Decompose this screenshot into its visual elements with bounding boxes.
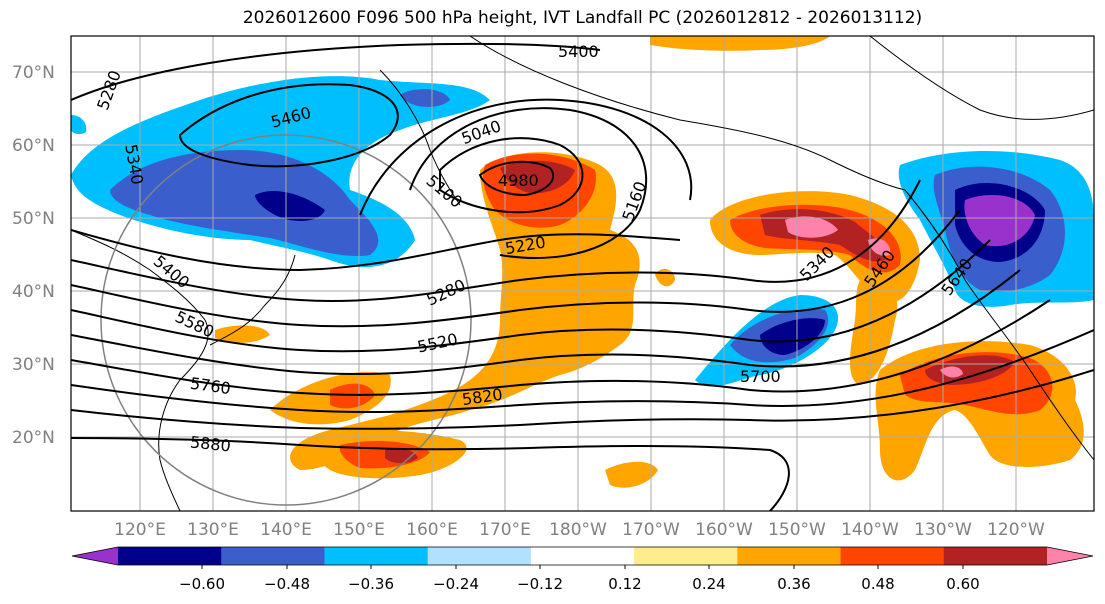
lon-label: 120°E <box>114 520 166 540</box>
height-contours <box>71 42 1094 511</box>
longitude-labels: 120°E 130°E 140°E 150°E 160°E 170°E 180°… <box>114 520 1045 540</box>
ivt-positive-japan-patch <box>215 325 270 343</box>
colorbar-outline <box>71 546 1094 566</box>
lon-label: 120°W <box>987 520 1045 540</box>
colorbar-extension-low <box>72 547 118 565</box>
colorbar-segment <box>943 547 1048 565</box>
contour-label: 5880 <box>189 432 231 455</box>
latitude-labels: 70°N 60°N 50°N 40°N 30°N 20°N <box>12 63 55 448</box>
ivt-negative-edge-west <box>71 115 87 135</box>
lon-label: 180°W <box>549 520 607 540</box>
colorbar-tick-label: 0.12 <box>608 575 641 593</box>
asia-coastline <box>71 229 209 511</box>
colorbar-segment <box>324 547 429 565</box>
colorbar-segment <box>737 547 842 565</box>
lon-label: 150°E <box>333 520 385 540</box>
lon-label: 130°E <box>187 520 239 540</box>
lat-label: 60°N <box>12 136 55 156</box>
ivt-negative-patch-north <box>400 88 450 107</box>
arctic-coastline <box>869 36 1094 120</box>
ivt-negative-core-central <box>760 318 825 355</box>
japan-coastline <box>209 254 296 346</box>
colorbar-tick-label: −0.24 <box>433 575 479 593</box>
lon-label: 130°W <box>914 520 972 540</box>
map-frame <box>70 35 1095 512</box>
ivt-positive-small-patch <box>605 461 658 488</box>
colorbar-segment <box>634 547 738 565</box>
ivt-positive-southwest-peak <box>385 448 418 464</box>
lat-label: 30°N <box>12 355 55 375</box>
lon-label: 140°E <box>260 520 312 540</box>
ivt-negative-core-west <box>255 190 325 222</box>
colorbar-segment <box>840 547 945 565</box>
lon-label: 150°W <box>768 520 826 540</box>
colorbar-segment <box>118 547 222 565</box>
colorbar-tick-label: −0.48 <box>264 575 310 593</box>
colorbar-tick-label: 0.60 <box>946 575 979 593</box>
plot-title: 2026012600 F096 500 hPa height, IVT Land… <box>242 8 923 28</box>
ivt-positive-plume-peak <box>500 160 575 194</box>
ivt-positive-plume <box>290 152 640 470</box>
contour-label: 5700 <box>740 367 781 386</box>
alaska-coastline <box>469 36 906 191</box>
contour-label: 5400 <box>558 42 599 61</box>
lat-label: 50°N <box>12 209 55 229</box>
ivt-positive-southeast-inner <box>925 355 1015 385</box>
lat-label: 20°N <box>12 428 55 448</box>
lon-label: 140°W <box>841 520 899 540</box>
colorbar-tick-label: −0.36 <box>348 575 394 593</box>
ivt-negative-region-west-inner <box>110 150 379 257</box>
ivt-shading <box>71 36 1094 488</box>
colorbar-tick-label: 0.24 <box>692 575 725 593</box>
ivt-positive-southeast-peak <box>940 366 963 378</box>
lon-label: 170°W <box>622 520 680 540</box>
ivt-positive-south-blob-core <box>330 383 375 409</box>
colorbar-segment <box>427 547 532 565</box>
colorbar-segment <box>530 547 635 565</box>
ivt-positive-top-strip <box>650 36 830 51</box>
range-ring <box>100 134 472 506</box>
colorbar-extension-high <box>1047 547 1093 565</box>
contour-label: 4980 <box>498 171 539 190</box>
ivt-positive-northeast-tail <box>850 277 898 385</box>
lat-label: 70°N <box>12 63 55 83</box>
colorbar-tick-label: −0.60 <box>179 575 225 593</box>
colorbar-tick-label: −0.12 <box>517 575 563 593</box>
lat-label: 40°N <box>12 282 55 302</box>
colorbar-tick-labels: −0.60 −0.48 −0.36 −0.24 −0.12 0.12 0.24 … <box>179 575 980 593</box>
lon-label: 160°E <box>406 520 458 540</box>
colorbar-tick-label: 0.48 <box>861 575 894 593</box>
lon-label: 170°E <box>479 520 531 540</box>
ivt-positive-northeast-peak <box>785 216 838 238</box>
kamchatka-coastline <box>379 69 461 206</box>
colorbar-tick-label: 0.36 <box>777 575 810 593</box>
ivt-negative-peak-east <box>964 195 1035 247</box>
colorbar <box>71 546 1094 569</box>
lon-label: 160°W <box>695 520 753 540</box>
colorbar-segment <box>221 547 325 565</box>
